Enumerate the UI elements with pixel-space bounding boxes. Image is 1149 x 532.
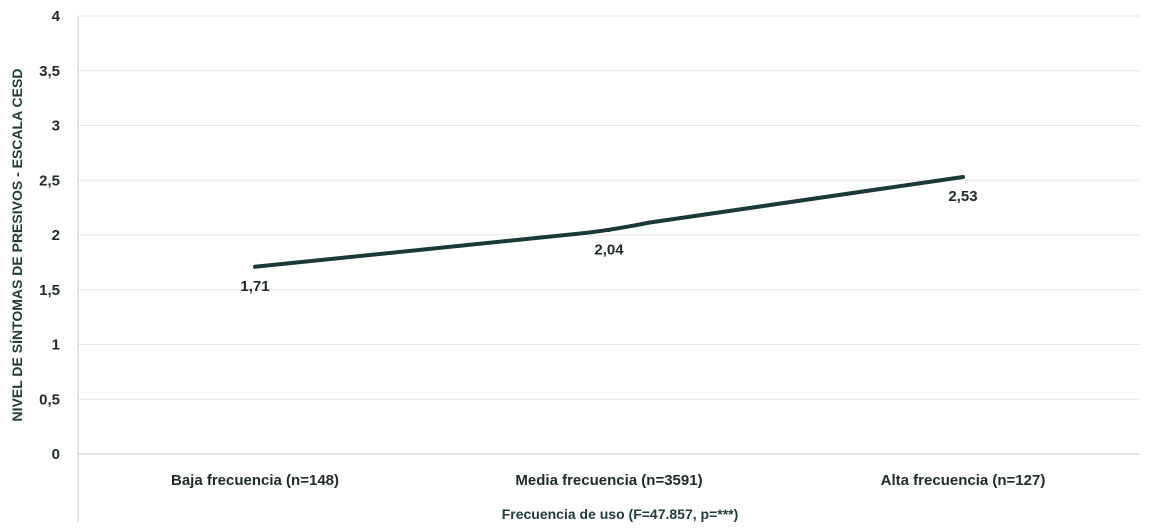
axes	[77, 16, 1140, 522]
x-category-label: Alta frecuencia (n=127)	[881, 472, 1046, 489]
data-labels: 1,71 2,04 2,53	[240, 188, 977, 295]
y-tick-label: 2,5	[39, 172, 60, 189]
x-category-label: Baja frecuencia (n=148)	[171, 472, 339, 489]
x-category-label: Media frecuencia (n=3591)	[515, 472, 702, 489]
data-point	[253, 265, 257, 269]
y-axis-title: NIVEL DE SÍNTOMAS DE PRESIVOS - ESCALA C…	[9, 69, 25, 422]
y-tick-label: 1	[52, 337, 60, 354]
data-label: 2,04	[594, 242, 624, 259]
data-label: 1,71	[240, 278, 269, 295]
data-label: 2,53	[948, 188, 977, 205]
x-category-labels: Baja frecuencia (n=148) Media frecuencia …	[171, 472, 1045, 489]
y-tick-label: 2	[52, 227, 60, 244]
y-tick-label: 3	[52, 118, 60, 135]
data-point	[961, 175, 965, 179]
x-axis-title: Frecuencia de uso (F=47.857, p=***)	[502, 506, 739, 522]
y-tick-label: 1,5	[39, 282, 60, 299]
y-tick-label: 4	[52, 8, 61, 25]
gridlines	[78, 15, 1140, 400]
y-tick-labels: 0 0,5 1 1,5 2 2,5 3 3,5 4	[39, 8, 61, 463]
series-layer	[253, 174, 965, 269]
data-point	[607, 229, 611, 233]
y-tick-label: 0	[52, 446, 60, 463]
series-line	[253, 174, 965, 269]
y-tick-label: 3,5	[39, 63, 60, 80]
y-tick-label: 0,5	[39, 391, 60, 408]
